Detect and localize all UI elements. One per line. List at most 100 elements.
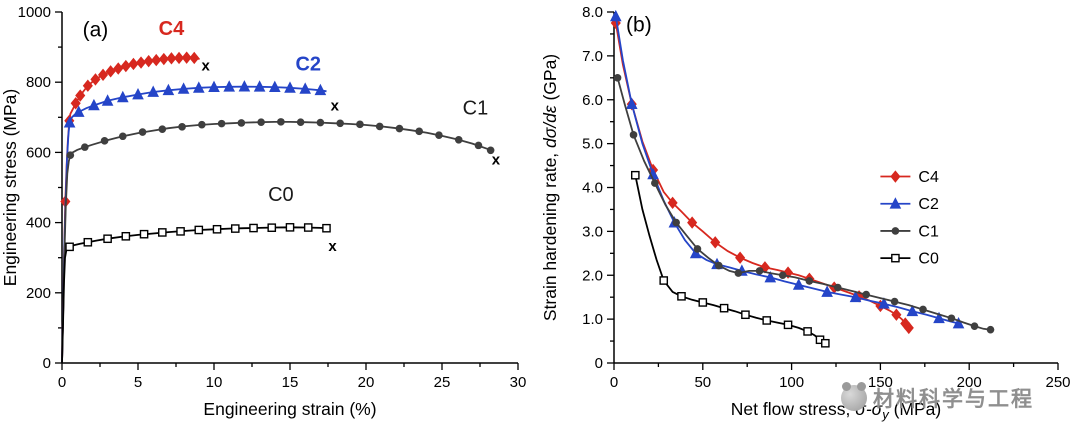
svg-text:C4: C4 [918,169,939,186]
open-square-marker [212,224,222,234]
open-square-marker [121,231,131,241]
open-square-marker [158,228,167,237]
circle-marker [986,325,995,334]
triangle-marker [792,278,805,290]
triangle-marker [764,270,777,283]
legend-item-C1: C1 [880,223,939,240]
legend: C4 C2 C1 C0 [880,169,939,268]
open-square-marker [803,327,812,336]
circle-marker [734,269,743,277]
open-square-marker [631,170,640,180]
svg-text:600: 600 [26,144,51,161]
circle-marker [237,119,246,127]
panel-a-chart: 0 5 10 15 20 25 30 0 200 400 600 800 1000 Engineering… [0,4,526,419]
watermark: 材料科学与工程 [841,382,1034,413]
circle-marker [629,131,638,139]
circle-marker [277,118,285,126]
annotation: (b) [626,14,652,37]
diamond-marker [158,52,169,66]
triangle-marker [116,90,129,103]
legend-item-C4: C4 [880,169,939,186]
circle-marker [395,124,404,133]
triangle-marker [208,80,220,93]
circle-marker [805,277,814,285]
circle-marker [891,227,900,235]
circle-marker [474,141,483,150]
circle-marker [316,118,325,127]
svg-text:50: 50 [694,374,711,391]
diamond-marker [90,73,101,86]
panel-b-chart: 0 50 100 150 200 250 0 1.0 2.0 3.0 4.0 5.0 6.0 7.0 8.0… [540,4,1071,422]
svg-text:C1: C1 [918,223,939,240]
svg-text:C2: C2 [918,196,939,213]
svg-text:250: 250 [1045,374,1070,391]
diamond-marker [143,54,154,68]
fracture-x-marker: x [328,238,337,255]
svg-text:25: 25 [434,374,451,391]
open-square-marker [677,292,686,301]
y-axis-label: Strain hardening rate, dσ/dε (GPa) [540,54,560,321]
diamond-marker [120,59,131,73]
circle-marker [257,118,265,127]
circle-marker [454,135,463,144]
ticks [55,11,519,370]
circle-marker [947,314,956,323]
open-square-marker [230,224,240,233]
circle-marker [296,118,305,127]
legend-item-C2: C2 [880,196,939,213]
legend-item-C0: C0 [880,251,939,268]
svg-text:5: 5 [134,374,142,391]
circle-marker [198,120,206,129]
triangle-marker [162,83,175,96]
svg-text:15: 15 [282,374,299,391]
diamond-marker [82,79,93,92]
circle-marker [862,290,870,299]
diamond-marker [135,56,147,69]
diamond-marker [735,251,746,264]
panel-a: 0 5 10 15 20 25 30 0 200 400 600 800 1000 Engineering… [0,4,526,419]
svg-text:200: 200 [957,374,982,391]
circle-marker [833,283,842,292]
triangle-marker [223,80,236,92]
circle-marker [336,119,344,128]
svg-text:7.0: 7.0 [582,48,603,65]
open-square-marker [783,320,793,330]
triangle-marker [88,98,100,111]
svg-text:6.0: 6.0 [582,92,603,109]
triangle-marker [314,83,327,96]
open-square-marker [65,242,74,252]
circle-marker [486,146,495,155]
diamond-marker [181,51,192,64]
circle-marker [693,245,702,253]
triangle-marker [177,82,190,94]
open-square-marker [821,338,830,348]
diamond-marker [189,51,200,65]
fracture-x-marker: x [201,57,210,74]
diamond-marker [75,89,86,102]
circle-marker [100,137,109,145]
circle-marker [81,143,89,151]
svg-text:0: 0 [58,374,66,391]
series-C0: x [61,223,337,364]
circle-marker [778,271,787,280]
diamond-marker [667,196,678,210]
triangle-marker [192,81,205,93]
annotation: C0 [268,184,294,206]
fracture-x-marker: x [492,151,501,168]
circle-marker [651,179,659,187]
triangle-marker [625,97,638,110]
diamond-marker [70,97,81,110]
svg-text:3.0: 3.0 [582,223,603,240]
open-square-marker [659,276,669,285]
annotation: C2 [295,54,321,76]
svg-text:0: 0 [43,355,51,372]
diamond-marker [105,65,116,78]
panel-b: 0 50 100 150 200 250 0 1.0 2.0 3.0 4.0 5.0 6.0 7.0 8.0… [540,0,1080,435]
series-C0 [631,170,830,348]
open-square-marker [267,223,277,232]
triangle-marker [253,80,266,92]
open-square-marker [741,310,750,320]
diamond-marker [173,51,185,65]
svg-text:5.0: 5.0 [582,136,603,153]
